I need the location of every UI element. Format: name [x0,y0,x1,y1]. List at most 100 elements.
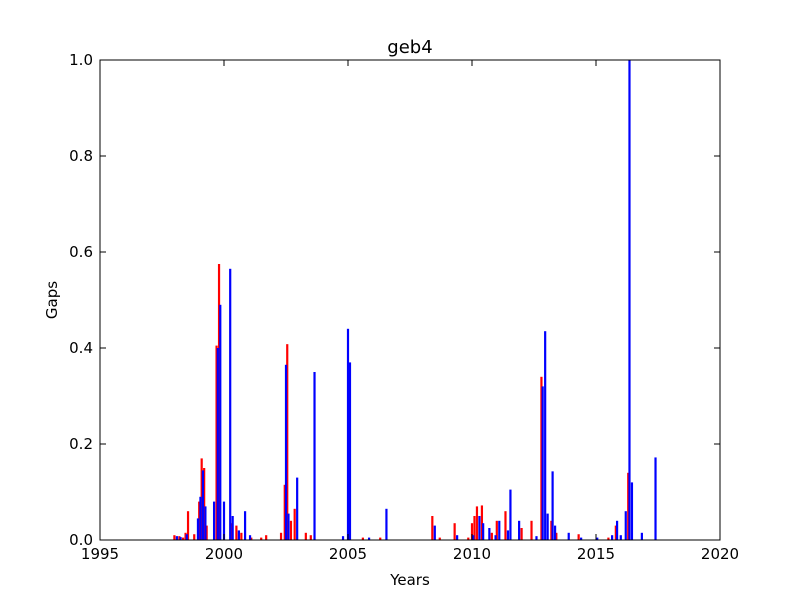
bar-series-1-11 [229,268,232,540]
bar-series-1-3 [196,518,200,540]
bar-series-0-34 [480,505,484,540]
bar-series-0-8 [203,468,206,540]
bar-series-0-12 [230,523,233,540]
bar-series-0-29 [453,523,456,540]
bar-series-0-16 [260,537,263,540]
bar-series-0-0 [173,535,176,540]
bar-series-0-6 [198,501,201,540]
bar-series-1-25 [433,525,436,540]
bar-series-1-20 [341,536,345,540]
bar-series-1-12 [231,516,234,540]
bar-series-1-35 [518,520,521,540]
bar-series-1-14 [243,511,247,540]
y-tick-label-1: 0.2 [69,435,93,453]
bar-series-0-1 [178,536,181,540]
bar-series-1-17 [287,513,290,540]
bar-series-0-39 [530,520,533,540]
bar-series-1-34 [509,489,512,540]
bar-series-0-45 [614,525,617,540]
bar-series-0-24 [309,535,312,540]
bar-series-1-46 [615,520,619,540]
bar-series-1-40 [551,471,554,540]
bar-series-0-26 [379,537,382,540]
bar-series-1-22 [348,362,352,540]
bar-series-1-32 [498,520,501,540]
bar-series-1-37 [541,386,544,540]
plot-frame [99,59,721,541]
x-tick-label-4: 2015 [577,545,615,563]
bar-series-1-44 [596,537,599,540]
bar-series-1-7 [212,501,216,540]
bar-series-1-33 [506,530,510,540]
bar-series-1-36 [535,536,538,540]
bars-layer [173,60,657,540]
bar-series-0-7 [200,458,203,540]
bar-series-1-49 [628,60,631,540]
bar-series-1-42 [567,532,570,540]
chart-title: geb4 [387,37,432,58]
bar-series-0-35 [490,532,493,540]
bar-series-0-21 [289,520,293,540]
bar-series-1-5 [201,470,205,540]
bar-series-0-10 [215,345,218,540]
bar-series-1-48 [624,511,627,540]
bar-series-1-19 [313,372,316,540]
bar-series-1-18 [296,477,299,540]
bar-series-0-41 [550,520,553,540]
y-tick-label-5: 1.0 [69,51,93,69]
bar-series-1-15 [248,535,252,540]
bar-series-0-32 [473,516,476,540]
bar-series-0-14 [240,532,243,540]
bar-series-0-22 [293,508,296,540]
bar-series-0-44 [607,537,610,540]
bar-series-1-47 [619,535,622,540]
bar-series-1-43 [580,537,583,540]
bar-series-1-38 [544,331,547,540]
bar-series-1-1 [179,537,182,540]
x-tick-label-0: 1995 [81,545,119,563]
bar-series-1-29 [482,523,485,540]
bar-series-0-18 [279,532,283,540]
bar-series-1-30 [488,528,491,540]
bar-series-0-42 [555,532,558,540]
bar-series-1-51 [640,532,643,540]
x-axis-title: Years [389,571,430,589]
bar-series-1-23 [367,537,371,540]
bar-series-1-24 [385,508,388,540]
bar-series-1-0 [175,536,178,540]
bar-series-0-23 [304,532,307,540]
x-tick-label-1: 2000 [205,545,243,563]
bar-series-1-9 [219,304,222,540]
bar-series-1-31 [494,535,497,540]
bar-series-0-9 [205,525,208,540]
bar-series-1-50 [630,482,634,540]
bar-series-1-45 [611,535,614,540]
bar-series-1-41 [553,525,557,540]
bar-series-0-30 [467,537,470,540]
bar-series-0-3 [184,532,187,540]
bar-series-0-17 [265,535,268,540]
bar-series-0-28 [438,537,441,540]
bar-series-0-46 [627,472,630,540]
bar-series-0-31 [470,523,474,540]
bar-series-0-19 [283,484,286,540]
y-tick-label-2: 0.4 [69,339,93,357]
y-tick-label-3: 0.6 [69,243,93,261]
bar-series-1-10 [222,501,226,540]
x-tick-label-2: 2005 [329,545,367,563]
bar-series-0-37 [504,511,507,540]
bar-series-1-13 [237,530,240,540]
bar-series-0-13 [235,525,238,540]
bar-series-0-4 [186,511,190,540]
bar-series-0-2 [181,537,185,540]
bar-series-0-33 [475,506,479,540]
bar-series-0-43 [577,534,580,540]
bar-series-0-38 [520,528,523,540]
bar-series-1-27 [472,535,475,540]
bar-series-1-2 [185,534,188,540]
bar-series-0-27 [431,516,434,540]
bar-series-1-39 [546,513,549,540]
x-tick-label-3: 2010 [453,545,491,563]
bar-series-0-25 [361,537,364,540]
